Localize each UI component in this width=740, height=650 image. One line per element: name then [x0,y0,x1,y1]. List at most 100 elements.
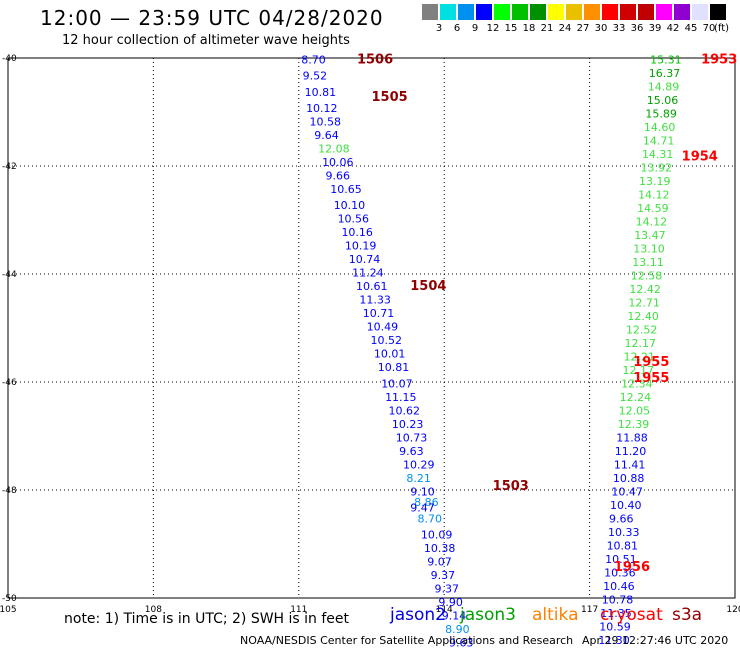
legend-label: 45 [684,23,698,34]
wave-height-value: 15.06 [647,94,679,107]
satellite-label-cryosat: cryosat [600,605,663,625]
wave-height-value: 10.58 [309,116,341,129]
wave-height-value: 10.62 [388,404,420,417]
wave-height-value: 15.89 [645,107,677,120]
wave-height-value: 10.07 [381,377,413,390]
pass-number-label: 1503 [493,479,529,494]
legend-label: 9 [471,23,479,34]
satellite-label-jason2: jason2 [390,605,446,625]
wave-height-value: 9.10 [410,485,435,498]
map-frame [7,57,736,599]
satellite-label-altika: altika [532,605,579,625]
wave-height-value: 9.66 [325,170,350,183]
wave-height-value: 12.52 [626,323,658,336]
wave-height-value: 10.73 [396,431,428,444]
wave-height-value: 11.24 [352,267,384,280]
legend-swatch [620,4,636,20]
wave-height-value: 11.35 [600,607,632,620]
wave-height-value: 10.16 [341,226,373,239]
wave-height-value: 12.05 [619,404,651,417]
lon-tick-label: 111 [290,605,307,615]
legend-label: 30 [594,23,608,34]
wave-height-value: 10.59 [599,620,631,633]
wave-height-value: 8.70 [301,53,326,66]
wave-height-value: 14.60 [644,121,676,134]
wave-height-value: 10.61 [356,280,388,293]
wave-height-value: 13.47 [634,229,666,242]
lat-tick-label: -40 [2,54,17,64]
footnote: note: 1) Time is in UTC; 2) SWH is in fe… [64,611,350,627]
wave-height-value: 12.24 [620,391,652,404]
wave-height-value: 12.42 [629,283,661,296]
wave-height-value: 10.56 [338,213,370,226]
legend-swatch [656,4,672,20]
wave-height-value: 14.12 [636,215,668,228]
legend-swatch [440,4,456,20]
wave-height-value: 10.47 [611,485,643,498]
legend-label: 42 [666,23,680,34]
wave-height-value: 11.33 [359,294,391,307]
legend-label: 70 [702,23,716,34]
wave-height-value: 10.06 [322,156,354,169]
wave-height-value: 9.63 [399,445,424,458]
wave-height-value: 15.31 [650,53,682,66]
wave-height-value: 14.31 [642,148,674,161]
wave-height-value: 11.41 [614,458,646,471]
wave-height-value: 10.49 [367,321,399,334]
legend-swatch [602,4,618,20]
lat-tick-label: -44 [2,270,17,280]
wave-height-value: 10.51 [605,553,637,566]
wave-height-value: 10.38 [424,542,456,555]
legend-swatch [458,4,474,20]
pass-number-label: 1955 [633,355,669,370]
wave-height-value: 10.52 [371,334,403,347]
legend-swatch [476,4,492,20]
wave-height-value: 10.10 [334,199,366,212]
wave-height-value: 10.12 [306,102,338,115]
pass-number-label: 1505 [372,90,408,105]
lon-tick-label: 120 [726,605,740,615]
legend-label: 33 [612,23,626,34]
wave-height-value: 10.78 [602,593,634,606]
legend-swatch [710,4,726,20]
wave-height-value: 10.09 [421,529,453,542]
wave-height-value: 12.39 [618,418,650,431]
wave-height-value: 10.29 [403,458,435,471]
wave-height-value: 13.92 [640,161,672,174]
wave-height-value: 12.34 [621,377,653,390]
legend-swatch [566,4,582,20]
wave-height-value: 13.10 [633,242,665,255]
wave-height-value: 9.63 [449,637,474,650]
legend-swatch [584,4,600,20]
wave-height-value: 9.47 [410,502,435,515]
wave-height-value: 8.70 [418,512,443,525]
wave-height-value: 14.71 [643,134,675,147]
credit-line: NOAA/NESDIS Center for Satellite Applica… [240,634,574,647]
pass-number-label: 1506 [357,52,393,67]
wave-height-value: 8.86 [414,496,439,509]
wave-height-value: 10.33 [608,526,640,539]
wave-height-value: 10.65 [330,183,362,196]
map-title: 12:00 — 23:59 UTC 04/28/2020 [40,6,384,30]
legend-label: 3 [435,23,443,34]
wave-height-value: 13.19 [639,175,671,188]
wave-height-value: 11.88 [616,431,648,444]
legend-label: 36 [630,23,644,34]
wave-height-value: 9.37 [431,569,456,582]
wave-height-value: 9.07 [427,556,452,569]
legend-label: 21 [540,23,554,34]
legend-label: 18 [522,23,536,34]
wave-height-value: 12.08 [318,143,350,156]
legend-label: 24 [558,23,572,34]
wave-height-value: 11.15 [385,391,417,404]
wave-height-value: 9.66 [609,512,634,525]
legend-label: 12 [486,23,500,34]
wave-height-value: 11.20 [615,445,647,458]
wave-height-value: 11.30 [598,634,630,647]
wave-height-value: 10.23 [392,418,424,431]
wave-height-value: 10.81 [607,539,639,552]
wave-height-value: 16.37 [649,67,681,80]
wave-height-value: 9.64 [314,129,339,142]
lat-tick-label: -50 [2,594,17,604]
map-subtitle: 12 hour collection of altimeter wave hei… [62,33,350,48]
